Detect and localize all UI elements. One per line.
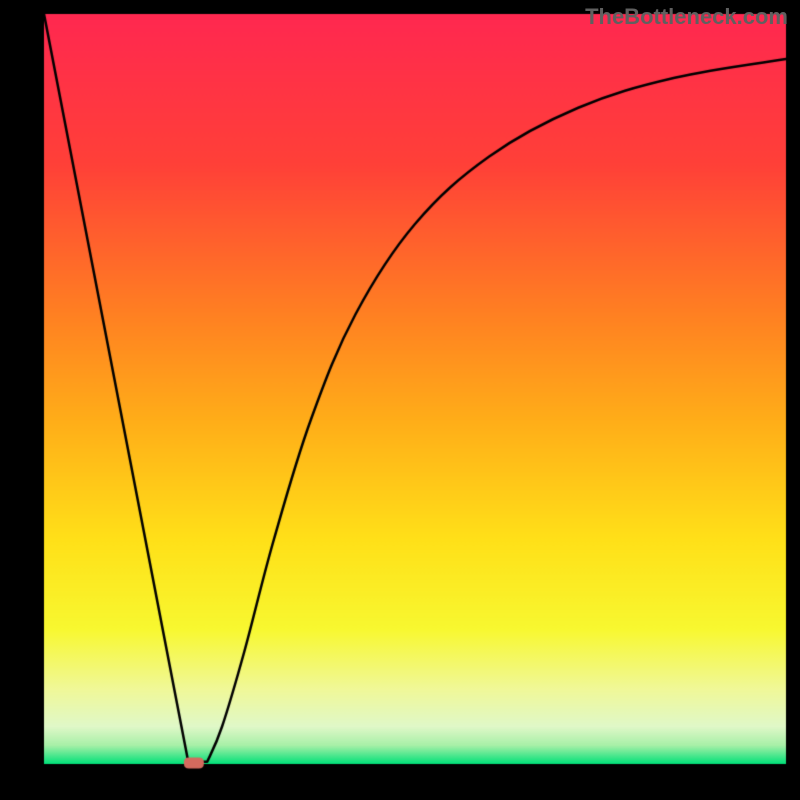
bottleneck-chart-canvas: [0, 0, 800, 800]
chart-container: TheBottleneck.com: [0, 0, 800, 800]
